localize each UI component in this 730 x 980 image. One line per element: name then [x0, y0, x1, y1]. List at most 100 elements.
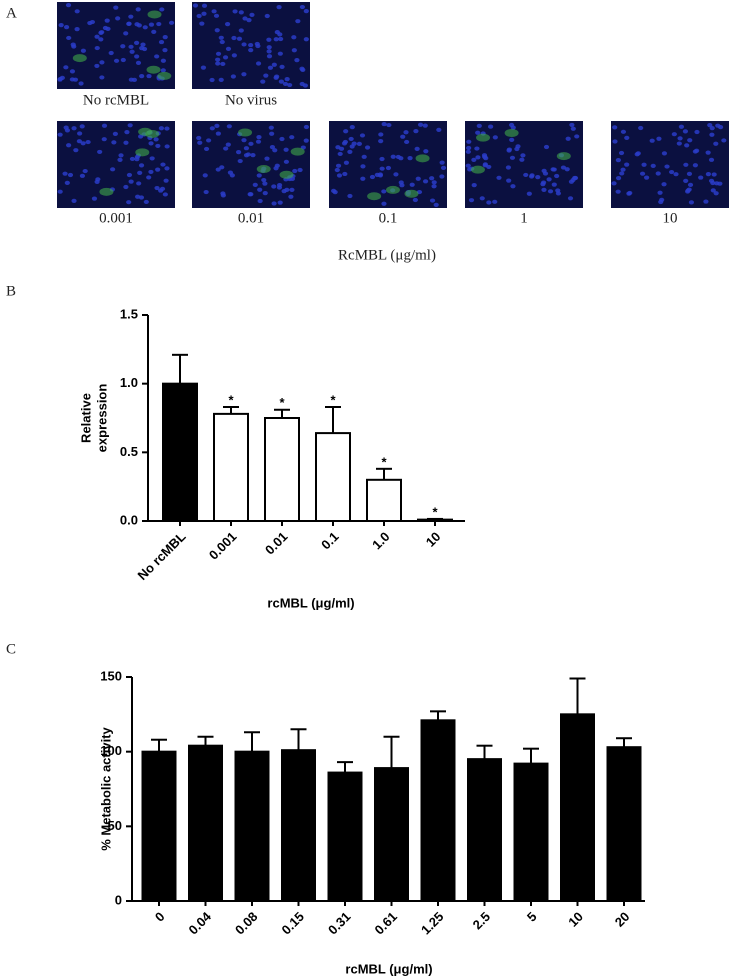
- nucleus: [349, 125, 355, 130]
- nucleus: [200, 65, 207, 70]
- gfp-cell: [146, 65, 161, 74]
- x-axis-label: rcMBL (μg/ml): [345, 961, 432, 976]
- nucleus: [120, 44, 126, 49]
- nucleus: [159, 7, 165, 12]
- nucleus: [551, 167, 557, 172]
- nucleus: [57, 189, 63, 194]
- x-tick-label: 1.0: [369, 529, 392, 552]
- nucleus: [612, 125, 618, 130]
- micrograph: [192, 121, 310, 208]
- nucleus: [146, 73, 152, 79]
- nucleus: [400, 134, 406, 139]
- nucleus: [492, 199, 498, 204]
- nucleus: [671, 132, 677, 137]
- nucleus: [215, 57, 221, 62]
- nucleus: [158, 188, 164, 193]
- nucleus: [656, 136, 662, 141]
- gfp-cell: [135, 148, 150, 157]
- nucleus: [74, 27, 80, 32]
- gfp-cell: [556, 152, 571, 161]
- nucleus: [255, 61, 262, 66]
- nucleus: [164, 126, 170, 131]
- nucleus: [225, 46, 232, 51]
- nucleus: [705, 172, 711, 177]
- nucleus: [252, 182, 258, 187]
- micrograph: [57, 121, 175, 208]
- y-axis-label: expression: [94, 384, 109, 453]
- x-tick-label: 2.5: [470, 909, 493, 932]
- nucleus: [94, 63, 100, 69]
- nucleus: [269, 131, 275, 136]
- nucleus: [126, 172, 133, 178]
- nucleus: [515, 144, 521, 149]
- x-tick-label: 0.08: [232, 909, 261, 938]
- nucleus: [289, 135, 295, 140]
- nucleus: [155, 167, 161, 172]
- nucleus: [79, 124, 85, 129]
- nucleus: [248, 141, 254, 146]
- nucleus: [506, 178, 512, 183]
- nucleus: [429, 176, 435, 181]
- nucleus: [673, 172, 679, 177]
- nucleus: [101, 137, 107, 142]
- x-tick-label: 0.31: [325, 909, 354, 938]
- nucleus: [520, 153, 526, 158]
- nucleus: [429, 198, 436, 203]
- nucleus: [110, 167, 116, 172]
- nucleus: [303, 37, 309, 42]
- nucleus: [271, 184, 277, 189]
- nucleus: [220, 193, 226, 198]
- nucleus: [431, 184, 437, 189]
- nucleus: [479, 196, 485, 201]
- nucleus: [215, 131, 221, 136]
- nucleus: [62, 171, 68, 176]
- nucleus: [262, 181, 268, 186]
- nucleus: [63, 65, 69, 70]
- x-tick-label: 0.04: [186, 908, 215, 937]
- nucleus: [664, 164, 670, 169]
- panel-label: B: [6, 283, 16, 299]
- nucleus: [66, 35, 72, 41]
- nucleus: [683, 178, 689, 184]
- nucleus: [546, 177, 552, 182]
- significance-mark: *: [432, 504, 438, 519]
- y-axis-label: Relative: [78, 393, 93, 443]
- nucleus: [128, 77, 134, 82]
- nucleus: [714, 181, 720, 186]
- nucleus: [277, 200, 283, 205]
- nucleus: [143, 199, 149, 205]
- nucleus: [229, 173, 235, 178]
- nucleus: [102, 25, 109, 31]
- nucleus: [283, 159, 289, 164]
- nucleus: [272, 148, 278, 153]
- nucleus: [213, 13, 220, 18]
- nucleus: [687, 182, 694, 187]
- nucleus: [615, 189, 621, 194]
- nucleus: [620, 129, 627, 134]
- nucleus: [160, 162, 166, 167]
- nucleus: [506, 148, 512, 153]
- nucleus: [482, 154, 488, 159]
- nucleus: [238, 10, 244, 15]
- gfp-cell: [238, 128, 253, 137]
- y-tick-label: 0.5: [120, 444, 138, 459]
- nucleus: [698, 175, 704, 180]
- nucleus: [276, 185, 283, 190]
- nucleus: [709, 132, 715, 137]
- bar: [213, 412, 249, 523]
- nucleus: [148, 169, 154, 175]
- y-axis-label: % Metabolic activity: [98, 726, 113, 850]
- y-tick-label: 0.0: [120, 512, 138, 527]
- nucleus: [423, 149, 429, 154]
- x-tick-label: 0.61: [372, 909, 401, 938]
- nucleus: [334, 167, 340, 173]
- bar: [417, 518, 453, 522]
- nucleus: [686, 171, 693, 176]
- nucleus: [222, 55, 229, 60]
- nucleus: [224, 21, 231, 27]
- image-label: No rcMBL: [83, 92, 149, 108]
- nucleus: [649, 138, 655, 143]
- nucleus: [73, 148, 79, 153]
- nucleus: [281, 189, 287, 194]
- x-tick-label: 0.15: [279, 909, 308, 938]
